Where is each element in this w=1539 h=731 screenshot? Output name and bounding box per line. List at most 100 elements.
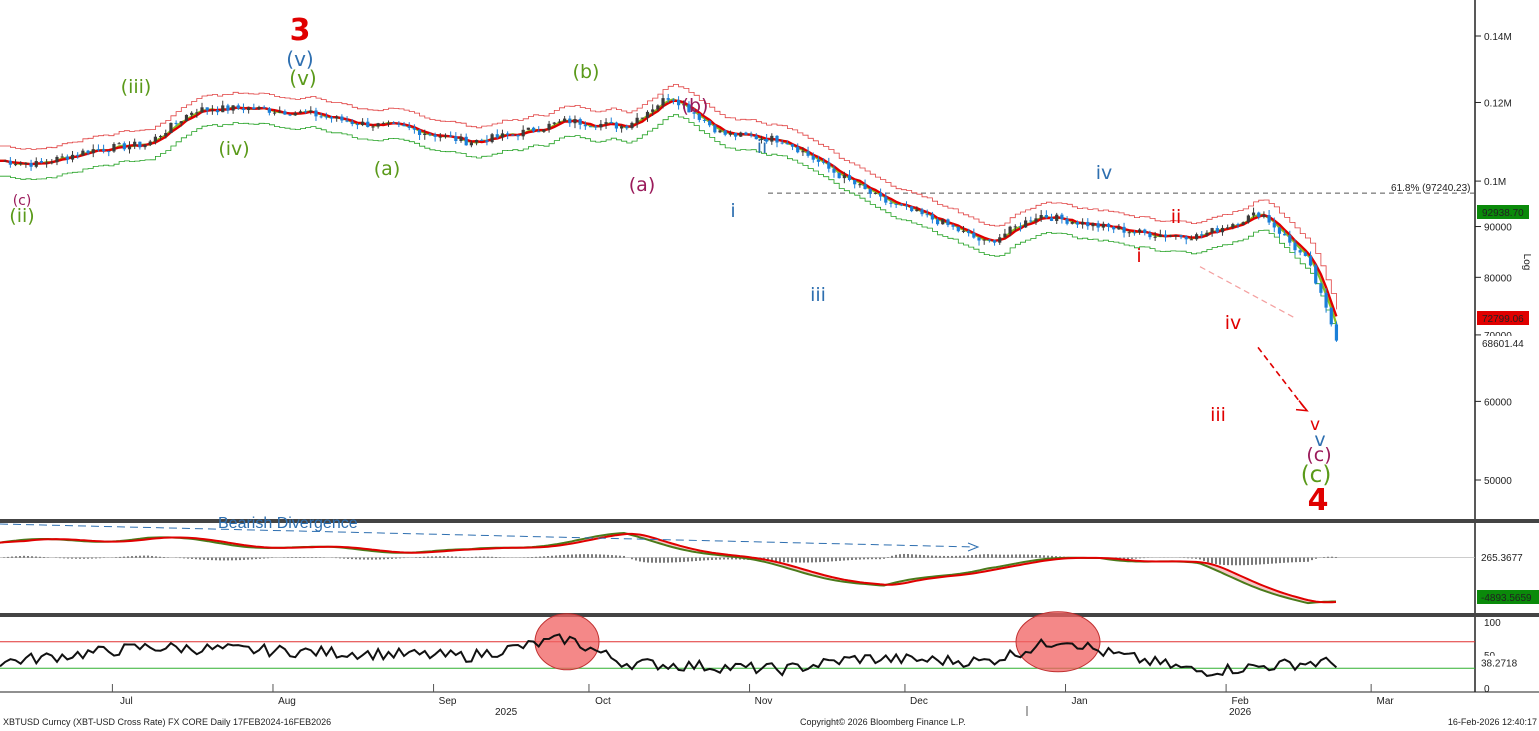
candle-body [1163, 234, 1168, 237]
candle-body [298, 111, 303, 113]
candle-body [184, 114, 189, 122]
candle-body [1308, 255, 1313, 266]
candle-body [583, 124, 587, 127]
candle-body [76, 154, 80, 156]
x-tick-label: Jan [1071, 696, 1087, 707]
candle-body [1303, 252, 1307, 256]
candle-body [1293, 242, 1297, 251]
candle-body [967, 230, 971, 234]
candle-body [687, 104, 691, 113]
candle-body [531, 127, 536, 132]
candle-body [190, 112, 194, 115]
candle-body [1024, 220, 1028, 228]
candle-body [96, 149, 101, 151]
candle-body [138, 141, 142, 148]
candle-body [34, 161, 38, 167]
candle-body [13, 164, 18, 166]
candle-body [1044, 215, 1048, 218]
price-label-box [1477, 205, 1529, 219]
candle-body [267, 108, 271, 113]
wave-label: (v) [286, 47, 313, 71]
panel-separator-1 [0, 519, 1539, 523]
candle-body [858, 184, 862, 186]
candle-body [117, 143, 121, 145]
candle-body [3, 160, 7, 162]
candle-body [169, 122, 173, 134]
candle-body [1215, 228, 1219, 233]
candle-body [1003, 233, 1007, 238]
candle-body [744, 132, 748, 135]
candle-body [728, 133, 732, 135]
y-tick-label: 0.14M [1484, 32, 1512, 43]
candle-body [982, 239, 986, 241]
candle-body [630, 122, 634, 129]
candle-body [733, 133, 738, 137]
wave-label: (c) [13, 193, 32, 209]
candle-body [143, 144, 147, 148]
candle-body [1251, 212, 1256, 216]
candle-body [879, 192, 883, 197]
candle-body [671, 99, 675, 101]
candle-body [423, 133, 427, 135]
candle-body [1272, 222, 1276, 228]
candle-body [392, 122, 396, 124]
wave-label: (b) [573, 61, 600, 83]
candle-body [935, 219, 940, 225]
rsi-tick-label: 0 [1484, 684, 1490, 695]
candle-body [1241, 222, 1245, 225]
wave-label: (ii) [9, 205, 34, 227]
candle-body [247, 107, 251, 111]
candle-body [397, 123, 401, 125]
candle-body [1236, 224, 1240, 226]
price-label-box [1477, 311, 1529, 325]
candle-body [81, 150, 85, 156]
candle-body [1039, 215, 1043, 219]
candle-body [366, 121, 370, 128]
candle-body [107, 151, 111, 153]
footer-right: 16-Feb-2026 12:40:17 [1447, 717, 1537, 727]
candle-body [1148, 232, 1152, 238]
candle-body [1174, 235, 1178, 237]
candle-body [542, 129, 546, 132]
x-tick-label: Jul [120, 696, 133, 707]
candle-body [29, 163, 33, 167]
candle-body [454, 136, 458, 141]
price-label: 72799.06 [1482, 314, 1524, 325]
candle-body [998, 237, 1002, 243]
projection-arrow-light [1199, 266, 1296, 319]
candle-body [568, 118, 572, 124]
wave-label: iv [1225, 312, 1242, 334]
candle-body [1034, 218, 1038, 222]
candle-body [1096, 223, 1100, 228]
rsi-line [0, 633, 1338, 677]
candle-body [221, 105, 225, 113]
candle-body [925, 214, 929, 216]
candle-body [335, 116, 339, 119]
candle-body [293, 112, 297, 116]
candle-body [412, 127, 416, 130]
candle-body [806, 151, 810, 156]
candle-body [226, 105, 230, 111]
candle-body [112, 144, 116, 152]
candle-body [697, 113, 701, 120]
candle-body [754, 135, 758, 140]
candle-body [102, 149, 106, 152]
candle-body [1184, 236, 1188, 240]
candle-body [863, 184, 867, 190]
candle-body [604, 122, 608, 124]
candle-body [822, 161, 826, 163]
wave-label: iv [1096, 162, 1113, 184]
candle-body [205, 107, 209, 111]
candle-body [1070, 222, 1074, 224]
candle-body [920, 209, 924, 215]
x-tick-label: Mar [1377, 696, 1395, 707]
rsi-value-box [1477, 655, 1529, 670]
candle-body [506, 133, 510, 135]
candle-body [490, 134, 494, 143]
candle-body [946, 219, 950, 226]
candle-body [521, 129, 525, 137]
divergence-arrow-head [967, 542, 980, 552]
x-tick-label: Aug [278, 696, 296, 707]
candle-body [1189, 239, 1193, 241]
candle-body [889, 202, 893, 204]
